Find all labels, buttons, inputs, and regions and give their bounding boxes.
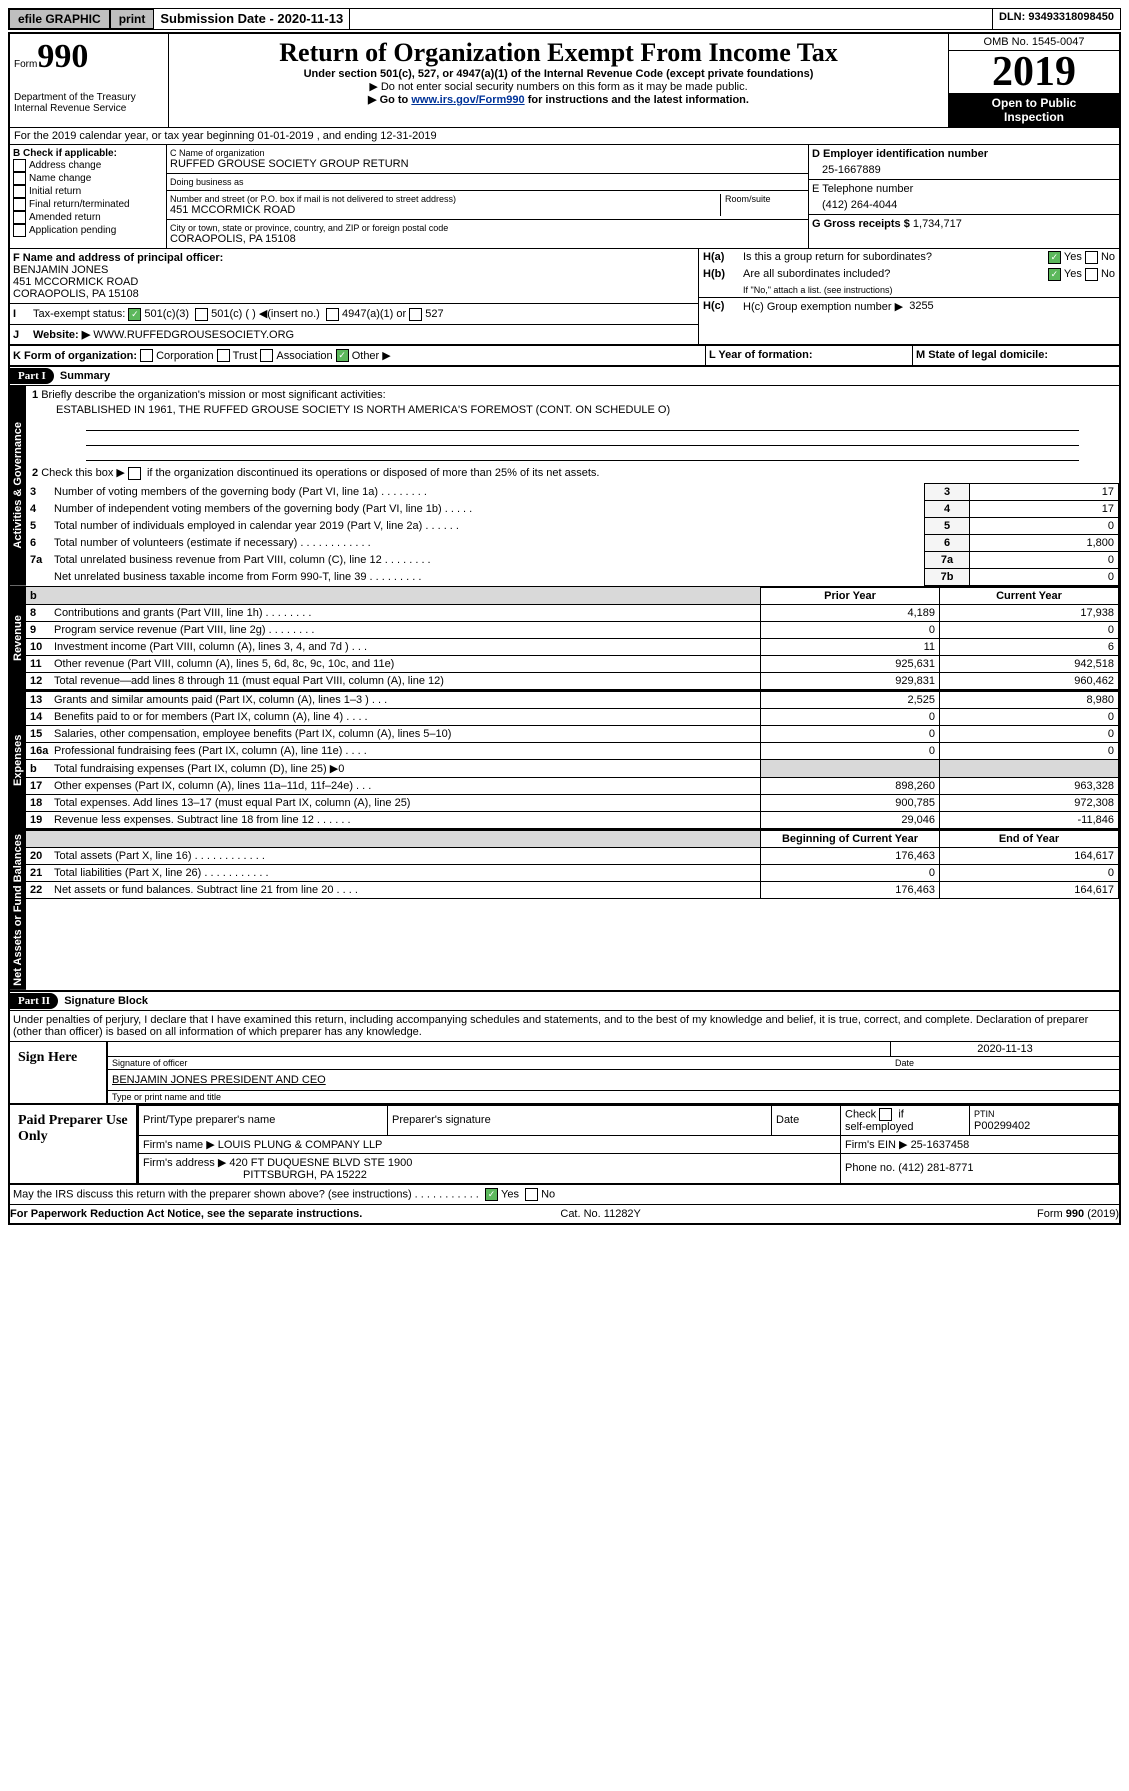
table-cell: 0: [970, 551, 1119, 568]
officer-name: BENJAMIN JONES: [13, 264, 695, 276]
checkbox-checked-icon[interactable]: ✓: [485, 1188, 498, 1201]
telephone: (412) 264-4044: [812, 195, 1116, 211]
checkbox-option[interactable]: Initial return: [13, 185, 163, 198]
irs-link[interactable]: www.irs.gov/Form990: [411, 94, 524, 106]
website: WWW.RUFFEDGROUSESOCIETY.ORG: [93, 329, 294, 341]
table-cell: -11,846: [940, 811, 1119, 828]
org-city: CORAOPOLIS, PA 15108: [170, 233, 805, 245]
firm-address: 420 FT DUQUESNE BLVD STE 1900: [229, 1157, 412, 1169]
table-cell: 942,518: [940, 655, 1119, 672]
table-cell: 0: [940, 864, 1119, 881]
table-cell: 29,046: [761, 811, 940, 828]
table-cell: 4,189: [761, 604, 940, 621]
firm-ein: 25-1637458: [911, 1139, 970, 1151]
table-cell: 900,785: [761, 794, 940, 811]
paid-preparer-label: Paid Preparer Use Only: [10, 1105, 136, 1183]
table-cell: 960,462: [940, 672, 1119, 689]
checkbox-option[interactable]: Final return/terminated: [13, 198, 163, 211]
checkbox-option[interactable]: Name change: [13, 172, 163, 185]
gross-receipts: 1,734,717: [913, 218, 962, 230]
officer-print-name: BENJAMIN JONES PRESIDENT AND CEO: [112, 1074, 326, 1086]
form-number: 990: [37, 38, 88, 75]
table-cell: 0: [761, 742, 940, 759]
side-tab-expenses: Expenses: [10, 691, 26, 829]
table-cell: 0: [761, 621, 940, 638]
checkbox-checked-icon[interactable]: ✓: [1048, 251, 1061, 264]
table-cell: 0: [940, 621, 1119, 638]
perjury-statement: Under penalties of perjury, I declare th…: [10, 1011, 1119, 1042]
table-cell: 0: [970, 568, 1119, 585]
top-toolbar: efile GRAPHIC print Submission Date - 20…: [8, 8, 1121, 30]
section-b-checkboxes: B Check if applicable: Address changeNam…: [10, 145, 167, 248]
table-cell: 8,980: [940, 691, 1119, 708]
org-name: RUFFED GROUSE SOCIETY GROUP RETURN: [170, 158, 805, 170]
table-cell: [761, 759, 940, 777]
table-cell: 0: [761, 725, 940, 742]
sign-date: 2020-11-13: [895, 1043, 1115, 1055]
table-cell: 17: [970, 500, 1119, 517]
side-tab-net: Net Assets or Fund Balances: [10, 830, 26, 990]
table-cell: 17,938: [940, 604, 1119, 621]
group-exemption: 3255: [909, 300, 933, 313]
table-cell: 963,328: [940, 777, 1119, 794]
firm-name: LOUIS PLUNG & COMPANY LLP: [218, 1139, 383, 1151]
checkbox-option[interactable]: Application pending: [13, 224, 163, 237]
table-cell: 17: [970, 483, 1119, 500]
table-cell: [940, 759, 1119, 777]
part-i-header: Part I: [10, 368, 54, 384]
table-cell: 0: [940, 742, 1119, 759]
table-cell: 925,631: [761, 655, 940, 672]
table-cell: 1,800: [970, 534, 1119, 551]
tax-year: 2019: [949, 51, 1119, 93]
part-ii-header: Part II: [10, 993, 58, 1009]
table-cell: 6: [940, 638, 1119, 655]
checkbox-checked-icon[interactable]: ✓: [336, 349, 349, 362]
line-a-tax-year: For the 2019 calendar year, or tax year …: [10, 128, 1119, 145]
table-cell: 176,463: [761, 847, 940, 864]
section-c: C Name of organizationRUFFED GROUSE SOCI…: [167, 145, 808, 248]
table-cell: 164,617: [940, 847, 1119, 864]
form-header: Form990 Department of the Treasury Inter…: [10, 34, 1119, 128]
side-tab-governance: Activities & Governance: [10, 386, 26, 586]
table-cell: 0: [940, 708, 1119, 725]
table-cell: 2,525: [761, 691, 940, 708]
dln: DLN: 93493318098450: [993, 9, 1120, 29]
ptin: P00299402: [974, 1120, 1030, 1132]
side-tab-revenue: Revenue: [10, 587, 26, 690]
table-cell: 176,463: [761, 881, 940, 898]
checkbox-checked-icon[interactable]: ✓: [1048, 268, 1061, 281]
print-button[interactable]: print: [110, 9, 155, 29]
table-cell: 929,831: [761, 672, 940, 689]
checkbox-option[interactable]: Address change: [13, 159, 163, 172]
submission-date: Submission Date - 2020-11-13: [154, 9, 350, 29]
table-cell: 0: [940, 725, 1119, 742]
ein: 25-1667889: [812, 160, 1116, 176]
table-cell: 0: [761, 708, 940, 725]
firm-phone: (412) 281-8771: [898, 1162, 973, 1174]
checkbox-option[interactable]: Amended return: [13, 211, 163, 224]
table-cell: 11: [761, 638, 940, 655]
tax-exempt-status: ITax-exempt status: ✓501(c)(3) 501(c) ( …: [10, 304, 698, 325]
org-address: 451 MCCORMICK ROAD: [170, 204, 720, 216]
sign-here-label: Sign Here: [10, 1042, 106, 1103]
checkbox-checked-icon[interactable]: ✓: [128, 308, 141, 321]
form-of-organization: K Form of organization: Corporation Trus…: [10, 346, 706, 366]
table-cell: 898,260: [761, 777, 940, 794]
efile-button[interactable]: efile GRAPHIC: [9, 9, 110, 29]
table-cell: 164,617: [940, 881, 1119, 898]
mission: ESTABLISHED IN 1961, THE RUFFED GROUSE S…: [26, 404, 1119, 416]
form-title: Return of Organization Exempt From Incom…: [173, 38, 944, 68]
table-cell: 0: [970, 517, 1119, 534]
table-cell: 972,308: [940, 794, 1119, 811]
table-cell: 0: [761, 864, 940, 881]
